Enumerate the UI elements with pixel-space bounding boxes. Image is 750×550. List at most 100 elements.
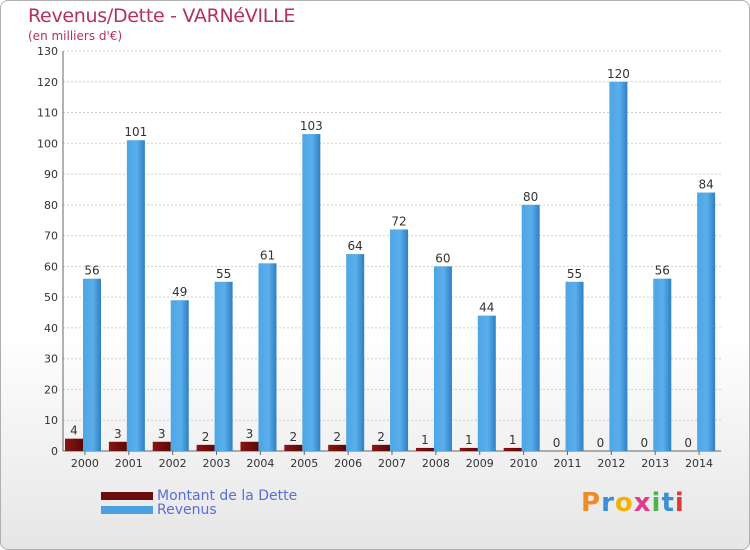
data-label-dette: 2 bbox=[377, 430, 385, 444]
bar-dette-2005 bbox=[284, 444, 303, 451]
y-tick-label: 0 bbox=[51, 445, 58, 458]
legend-label-dette: Montant de la Dette bbox=[157, 488, 298, 504]
data-label-revenus: 56 bbox=[84, 264, 99, 278]
y-tick-label: 100 bbox=[37, 137, 58, 150]
x-tick-label: 2013 bbox=[641, 457, 669, 470]
data-label-dette: 0 bbox=[640, 436, 648, 450]
x-tick-label: 2005 bbox=[290, 457, 318, 470]
logo-letter: o bbox=[614, 488, 634, 518]
data-label-dette: 3 bbox=[246, 427, 254, 441]
y-tick-label: 60 bbox=[44, 260, 58, 273]
data-label-revenus: 49 bbox=[172, 285, 187, 299]
y-tick-label: 30 bbox=[44, 353, 58, 366]
bar-revenus-2001 bbox=[126, 140, 145, 451]
data-label-revenus: 80 bbox=[523, 190, 538, 204]
data-label-dette: 0 bbox=[597, 436, 605, 450]
bar-revenus-2005 bbox=[302, 134, 321, 452]
data-label-revenus: 61 bbox=[260, 248, 275, 262]
y-tick-label: 110 bbox=[37, 107, 58, 120]
data-label-revenus: 103 bbox=[300, 119, 323, 133]
bar-dette-2004 bbox=[240, 441, 259, 451]
x-tick-label: 2008 bbox=[422, 457, 450, 470]
data-label-dette: 1 bbox=[465, 433, 473, 447]
data-label-revenus: 44 bbox=[479, 301, 494, 315]
bar-revenus-2004 bbox=[258, 263, 277, 451]
bar-revenus-2002 bbox=[170, 300, 189, 451]
logo-letter: t bbox=[661, 488, 675, 518]
bar-dette-2002 bbox=[152, 441, 171, 451]
bar-dette-2008 bbox=[415, 447, 434, 451]
bar-revenus-2011 bbox=[565, 281, 584, 451]
bar-revenus-2007 bbox=[390, 229, 409, 451]
bar-dette-2000 bbox=[65, 438, 83, 451]
data-label-dette: 2 bbox=[202, 430, 210, 444]
x-tick-label: 2004 bbox=[246, 457, 274, 470]
data-label-revenus: 60 bbox=[435, 251, 450, 265]
data-label-dette: 4 bbox=[70, 424, 78, 438]
y-tick-label: 20 bbox=[44, 383, 58, 396]
data-label-dette: 0 bbox=[684, 436, 692, 450]
data-label-revenus: 56 bbox=[655, 264, 670, 278]
bar-dette-2003 bbox=[196, 444, 215, 451]
legend-item-revenus: Revenus bbox=[101, 502, 217, 518]
x-tick-label: 2002 bbox=[159, 457, 187, 470]
bar-revenus-2003 bbox=[214, 281, 233, 451]
bar-dette-2007 bbox=[372, 444, 391, 451]
x-tick-label: 2001 bbox=[115, 457, 143, 470]
y-tick-label: 10 bbox=[44, 414, 58, 427]
bar-revenus-2000 bbox=[83, 278, 101, 451]
bar-revenus-2014 bbox=[697, 192, 716, 452]
x-tick-label: 2012 bbox=[597, 457, 625, 470]
proxiti-logo: Proxiti bbox=[581, 488, 685, 518]
data-label-dette: 1 bbox=[421, 433, 429, 447]
x-tick-label: 2011 bbox=[553, 457, 581, 470]
bar-dette-2010 bbox=[503, 447, 522, 451]
data-label-dette: 3 bbox=[114, 427, 122, 441]
y-tick-label: 40 bbox=[44, 322, 58, 335]
bar-dette-2009 bbox=[459, 447, 478, 451]
legend-swatch-revenus bbox=[101, 506, 153, 514]
y-tick-label: 70 bbox=[44, 230, 58, 243]
y-tick-label: 50 bbox=[44, 291, 58, 304]
data-label-revenus: 72 bbox=[391, 214, 406, 228]
bar-revenus-2009 bbox=[477, 315, 496, 451]
data-label-revenus: 64 bbox=[348, 239, 363, 253]
data-label-dette: 1 bbox=[509, 433, 517, 447]
x-tick-label: 2006 bbox=[334, 457, 362, 470]
x-tick-label: 2014 bbox=[685, 457, 713, 470]
logo-letter: P bbox=[581, 488, 602, 518]
chart-subtitle: (en milliers d'€) bbox=[28, 29, 123, 43]
data-label-revenus: 120 bbox=[607, 67, 630, 81]
data-label-revenus: 84 bbox=[698, 178, 713, 192]
legend-label-revenus: Revenus bbox=[157, 502, 217, 518]
legend-swatch-dette bbox=[101, 492, 153, 500]
data-label-dette: 2 bbox=[290, 430, 298, 444]
bar-revenus-2006 bbox=[346, 254, 365, 451]
chart-title: Revenus/Dette - VARNéVILLE bbox=[28, 5, 296, 27]
y-tick-label: 90 bbox=[44, 168, 58, 181]
x-tick-label: 2009 bbox=[466, 457, 494, 470]
logo-letter: x bbox=[633, 488, 652, 518]
bar-revenus-2008 bbox=[433, 266, 452, 451]
logo-letter: r bbox=[601, 488, 615, 518]
logo-letter: i bbox=[651, 488, 662, 518]
bar-revenus-2010 bbox=[521, 204, 540, 451]
logo-letter: i bbox=[674, 488, 685, 518]
data-label-revenus: 55 bbox=[216, 267, 231, 281]
x-tick-label: 2000 bbox=[71, 457, 99, 470]
bar-dette-2001 bbox=[108, 441, 127, 451]
y-tick-label: 130 bbox=[37, 45, 58, 58]
y-tick-label: 80 bbox=[44, 199, 58, 212]
bar-revenus-2013 bbox=[653, 278, 672, 451]
x-tick-label: 2003 bbox=[203, 457, 231, 470]
x-tick-label: 2007 bbox=[378, 457, 406, 470]
x-tick-label: 2010 bbox=[510, 457, 538, 470]
data-label-dette: 0 bbox=[553, 436, 561, 450]
bar-dette-2006 bbox=[328, 444, 347, 451]
data-label-revenus: 101 bbox=[124, 125, 147, 139]
y-tick-label: 120 bbox=[37, 76, 58, 89]
data-label-revenus: 55 bbox=[567, 267, 582, 281]
data-label-dette: 3 bbox=[158, 427, 166, 441]
